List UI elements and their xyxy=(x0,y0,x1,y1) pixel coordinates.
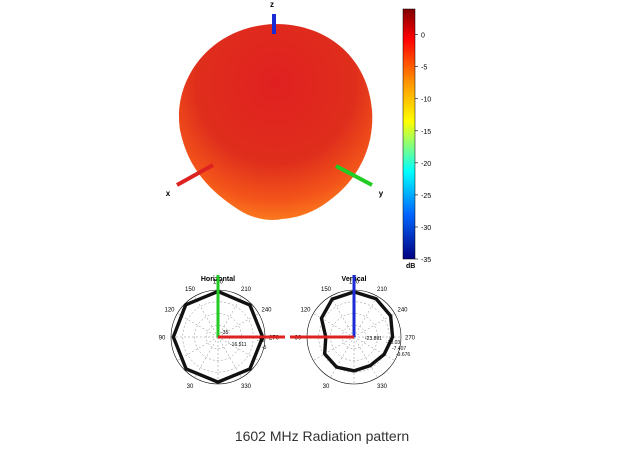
polar-angle-label: 120 xyxy=(300,308,311,314)
colorbar-tick-label: 0 xyxy=(421,33,425,40)
polar-radial-label: -9.676 xyxy=(396,352,410,358)
z-axis-label: z xyxy=(270,0,274,9)
colorbar-unit: dB xyxy=(406,263,415,270)
colorbar-scale xyxy=(402,8,416,260)
figure-caption: 1602 MHz Radiation pattern xyxy=(234,428,410,444)
polar-radial-label: -10 xyxy=(257,338,264,344)
polar-angle-label: 150 xyxy=(185,287,196,293)
polar-series-line xyxy=(171,289,265,384)
polar-radial-label: -7.407 xyxy=(392,346,406,352)
colorbar-tick-label: -30 xyxy=(421,225,431,232)
polar-angle-label: 30 xyxy=(187,384,194,390)
polar-angle-label: 210 xyxy=(377,287,388,293)
polar-series-line xyxy=(319,290,395,373)
polar-angle-label: 240 xyxy=(261,308,272,314)
polar-angle-label: 150 xyxy=(321,287,332,293)
polar-radial-label: -16.511 xyxy=(230,342,247,348)
colorbar: 0 -5 -10 -15 -20 -25 -30 -35 dB xyxy=(402,8,431,270)
polar-vertical: 3090120150180210240270330Vertical-23.891… xyxy=(290,275,416,390)
polar-angle-label: 30 xyxy=(323,384,330,390)
polar-radial-label: -5 xyxy=(262,345,267,351)
colorbar-tick-label: -15 xyxy=(421,129,431,136)
x-axis-label: x xyxy=(166,189,171,198)
polar-radial-label: -10.03 xyxy=(386,340,400,346)
polar-angle-label: 270 xyxy=(405,336,416,342)
colorbar-tick-label: -10 xyxy=(421,97,431,104)
polar-grid-spoke xyxy=(353,296,378,338)
colorbar-tick-label: -35 xyxy=(421,257,431,264)
polar-angle-label: 90 xyxy=(159,336,166,342)
polar-angle-label: 330 xyxy=(241,384,252,390)
polar-radial-label: -23.891 xyxy=(365,336,382,342)
colorbar-tick-label: -5 xyxy=(421,65,427,72)
polar-grid-spoke xyxy=(353,313,395,338)
polar-horizontal: 3090120150180210240270330Horizontal-35-1… xyxy=(159,275,285,390)
colorbar-tick-label: -20 xyxy=(421,161,431,168)
y-axis-line xyxy=(335,164,373,187)
y-axis-label: y xyxy=(379,189,384,198)
polar-angle-label: 120 xyxy=(164,308,175,314)
pattern-surface xyxy=(178,24,373,220)
polar-angle-label: 240 xyxy=(397,308,408,314)
colorbar-tick-label: -25 xyxy=(421,193,431,200)
polar-angle-label: 210 xyxy=(241,287,252,293)
x-axis-line xyxy=(176,163,214,187)
pattern-3d: z x y xyxy=(166,0,384,220)
polar-radial-label: -35 xyxy=(221,330,228,336)
polar-angle-label: 330 xyxy=(377,384,388,390)
